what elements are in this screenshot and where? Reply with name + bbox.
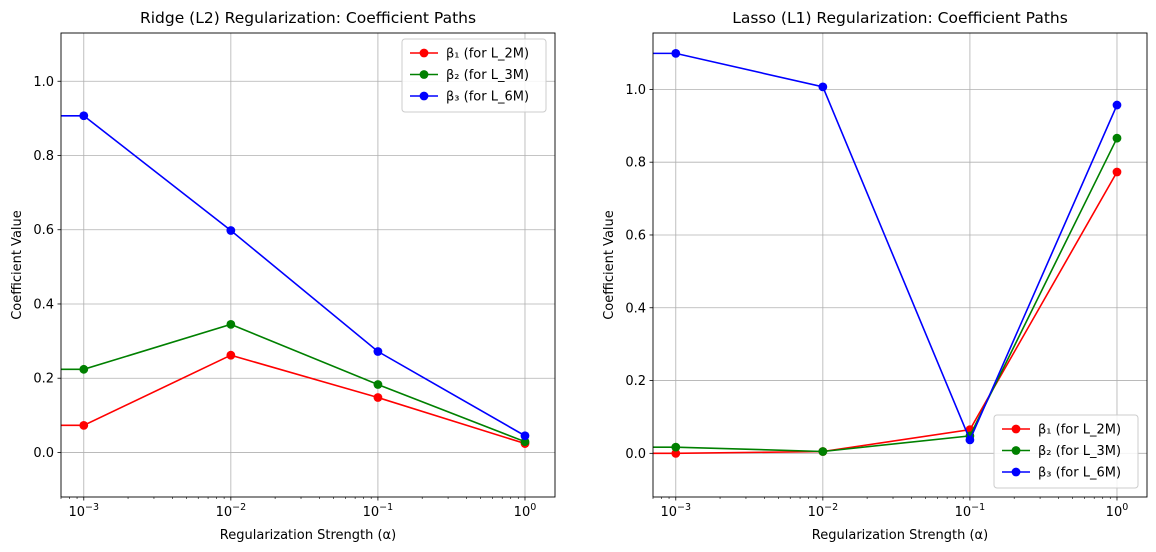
lasso-x-tick-label: 10−3 (660, 502, 691, 520)
lasso-series-3-point (671, 48, 681, 58)
ridge-series-2-line (61, 323, 526, 443)
lasso-x-tick-exponent: −3 (677, 502, 691, 513)
ridge-y-tick-label: 0.4 (33, 297, 54, 312)
lasso-y-tick-label: 0.4 (625, 301, 646, 316)
ridge-y-tick-label: 0.6 (33, 223, 54, 238)
lasso-x-axis-label: Regularization Strength (α) (812, 528, 988, 543)
ridge-x-axis-label: Regularization Strength (α) (220, 528, 396, 543)
lasso-plot-area (653, 48, 1122, 458)
ridge-y-tick-label: 0.8 (33, 149, 54, 164)
ridge-x-tick-label: 10−2 (216, 502, 247, 520)
ridge-chart-title: Ridge (L2) Regularization: Coefficient P… (140, 9, 476, 27)
ridge-x-tick-exponent: −2 (232, 502, 246, 513)
lasso-x-tick-base: 10 (955, 505, 972, 520)
ridge-legend-marker-1 (419, 48, 429, 58)
lasso-legend-marker-2 (1011, 446, 1021, 455)
lasso-legend-label-1: β₁ (for L_2M) (1038, 423, 1121, 438)
ridge-y-axis-label: Coefficient Value (10, 210, 25, 320)
lasso-x-tick-base: 10 (808, 505, 825, 520)
ridge-y-tick-label: 0.2 (33, 372, 54, 387)
lasso-x-tick-label: 10−2 (808, 502, 839, 520)
lasso-y-tick-label: 1.0 (625, 83, 646, 98)
ridge-plot-area (61, 111, 530, 448)
lasso-y-tick-label: 0.6 (625, 228, 646, 243)
ridge-legend-label-1: β₁ (for L_2M) (446, 47, 529, 62)
lasso-legend-box (993, 414, 1139, 489)
ridge-legend-label-3: β₃ (for L_6M) (446, 90, 529, 105)
lasso-series-2-point (671, 442, 681, 452)
ridge-legend-marker-2 (419, 70, 429, 79)
lasso-legend-marker-1 (1011, 424, 1021, 434)
lasso-x-tick-exponent: 0 (1122, 502, 1128, 513)
ridge-legend-marker-3 (419, 91, 429, 101)
lasso-y-tick-label: 0.0 (625, 447, 646, 462)
ridge-y-tick-label: 0.0 (33, 446, 54, 461)
lasso-y-tick-label: 0.2 (625, 374, 646, 389)
ridge-series-3-point (79, 111, 89, 121)
lasso-series-1-point (671, 448, 681, 458)
lasso-series-2-point (818, 447, 828, 456)
lasso-series-2-point (1112, 133, 1122, 143)
lasso-y-tick-label: 0.8 (625, 156, 646, 171)
ridge-x-tick-exponent: 0 (530, 502, 536, 513)
lasso-x-tick-exponent: −1 (971, 502, 985, 513)
lasso-x-tick-exponent: −2 (824, 502, 838, 513)
ridge-x-tick-label: 10−1 (363, 502, 394, 520)
ridge-series-1-line (61, 354, 526, 445)
ridge-x-tick-base: 10 (216, 505, 233, 520)
ridge-series-3-point (520, 431, 530, 441)
ridge-series-1-point (79, 420, 89, 430)
lasso-series-1-point (1112, 167, 1122, 177)
lasso-series-3-point (965, 435, 975, 445)
ridge-series-3-point (373, 347, 383, 356)
ridge-x-tick-exponent: −3 (85, 502, 99, 513)
ridge-legend-label-2: β₂ (for L_3M) (446, 68, 529, 83)
lasso-series-3-line (653, 52, 1118, 442)
lasso-x-tick-label: 10−1 (955, 502, 986, 520)
ridge-y-tick-label: 1.0 (33, 75, 54, 90)
ridge-series-3-line (61, 114, 526, 437)
ridge-legend-box (401, 38, 547, 113)
lasso-series-1-line (653, 171, 1118, 455)
ridge-series-2-point (226, 319, 236, 329)
ridge-x-tick-exponent: −1 (379, 502, 393, 513)
ridge-series-2-point (373, 380, 383, 389)
lasso-chart-title: Lasso (L1) Regularization: Coefficient P… (732, 9, 1068, 27)
lasso-legend-label-2: β₂ (for L_3M) (1038, 444, 1121, 459)
lasso-x-tick-label: 100 (1106, 502, 1129, 520)
lasso-x-tick-base: 10 (660, 505, 677, 520)
lasso-x-tick-base: 10 (1106, 505, 1123, 520)
ridge-x-tick-base: 10 (363, 505, 380, 520)
ridge-series-3-point (226, 226, 236, 235)
ridge-series-2-point (79, 364, 89, 374)
lasso-series-3-point (1112, 100, 1122, 110)
ridge-x-tick-label: 100 (514, 502, 537, 520)
ridge-x-tick-base: 10 (514, 505, 531, 520)
lasso-series-3-point (818, 82, 828, 92)
ridge-series-1-point (373, 393, 383, 402)
lasso-y-axis-label: Coefficient Value (602, 210, 617, 320)
ridge-x-tick-label: 10−3 (68, 502, 99, 520)
lasso-legend-label-3: β₃ (for L_6M) (1038, 466, 1121, 481)
ridge-x-tick-base: 10 (68, 505, 85, 520)
lasso-axes-frame (652, 32, 1148, 498)
lasso-legend-marker-3 (1011, 467, 1021, 477)
ridge-axes-frame (60, 32, 556, 498)
ridge-series-1-point (226, 350, 236, 360)
